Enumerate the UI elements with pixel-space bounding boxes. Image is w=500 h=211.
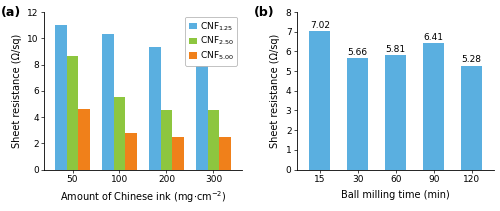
- Bar: [102, 34, 114, 169]
- Bar: [126, 133, 137, 169]
- Bar: [208, 111, 220, 169]
- Y-axis label: Sheet resistance (Ω/sq): Sheet resistance (Ω/sq): [12, 34, 22, 148]
- Text: (b): (b): [254, 6, 274, 19]
- Bar: [461, 66, 482, 169]
- Bar: [66, 56, 78, 169]
- Bar: [55, 25, 66, 169]
- X-axis label: Ball milling time (min): Ball milling time (min): [342, 190, 450, 200]
- X-axis label: Amount of Chinese ink (mg$\cdot$cm$^{-2}$): Amount of Chinese ink (mg$\cdot$cm$^{-2}…: [60, 190, 226, 206]
- Bar: [196, 64, 207, 169]
- Bar: [310, 31, 330, 169]
- Text: 5.81: 5.81: [386, 45, 406, 54]
- Bar: [386, 55, 406, 169]
- Bar: [220, 137, 231, 169]
- Bar: [172, 137, 184, 169]
- Legend: CNF$_{1.25}$, CNF$_{2.50}$, CNF$_{5.00}$: CNF$_{1.25}$, CNF$_{2.50}$, CNF$_{5.00}$: [185, 17, 237, 66]
- Text: 5.28: 5.28: [462, 55, 481, 64]
- Bar: [424, 43, 444, 169]
- Bar: [160, 111, 172, 169]
- Text: 7.02: 7.02: [310, 21, 330, 30]
- Bar: [114, 97, 126, 169]
- Text: 6.41: 6.41: [424, 33, 444, 42]
- Text: (a): (a): [1, 6, 21, 19]
- Bar: [348, 58, 368, 169]
- Bar: [78, 109, 90, 169]
- Text: 5.66: 5.66: [348, 48, 368, 57]
- Bar: [149, 47, 160, 169]
- Y-axis label: Sheet resistance (Ω/sq): Sheet resistance (Ω/sq): [270, 34, 280, 148]
